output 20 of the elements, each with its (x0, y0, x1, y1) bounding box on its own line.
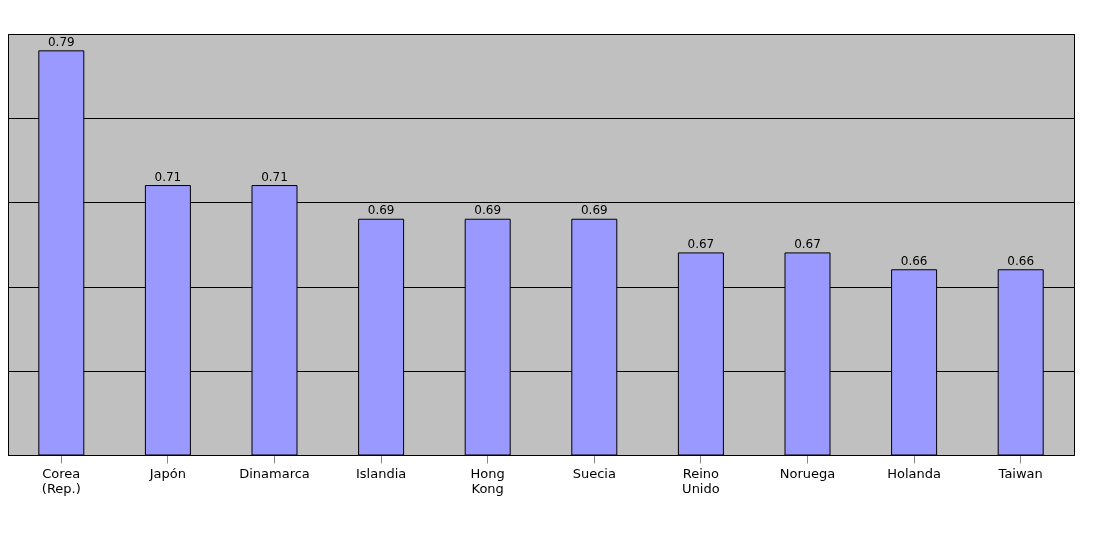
x-tick-label: Reino Unido (682, 465, 720, 496)
x-tick-label: Islandia (355, 465, 407, 481)
data-label: 0.66 (1007, 253, 1035, 268)
data-label: 0.79 (47, 34, 75, 49)
data-label: 0.67 (794, 236, 821, 251)
x-tick-label: Taiwan (997, 465, 1043, 481)
x-tick-label: Holanda (887, 465, 941, 481)
data-label: 0.69 (367, 203, 395, 218)
data-label: 0.71 (154, 169, 182, 184)
data-label: 0.69 (580, 203, 608, 218)
x-tick-label: Noruega (779, 465, 836, 481)
x-tick-label: Dinamarca (239, 465, 310, 481)
x-tick-label: Suecia (572, 465, 616, 481)
data-label: 0.67 (687, 236, 715, 251)
x-tick-label: Corea (Rep.) (41, 465, 81, 496)
x-tick-label: Hong Kong (470, 465, 505, 496)
data-label: 0.71 (261, 169, 288, 184)
data-label: 0.69 (474, 203, 502, 218)
x-tick-label: Japón (148, 465, 187, 481)
data-label: 0.66 (900, 253, 928, 268)
